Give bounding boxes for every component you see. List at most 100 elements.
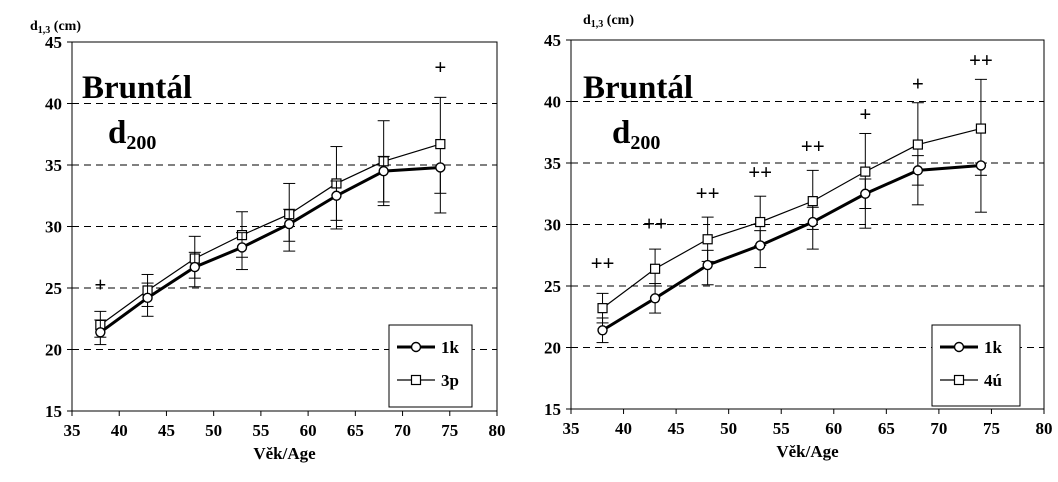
series-line-square [602, 127, 982, 309]
significance-label: ++ [969, 48, 993, 72]
legend-marker-circle [953, 341, 965, 353]
x-tick-label: 35 [563, 419, 580, 438]
chart-subtitle-main: d [612, 115, 630, 151]
y-axis-label: d1,3 (cm) [583, 13, 634, 30]
x-axis-label: Věk/Age [253, 444, 316, 463]
y-axis-label-main: d [30, 19, 38, 34]
x-tick-label: 45 [158, 421, 175, 440]
significance-label: + [859, 102, 871, 126]
series-line-square [99, 143, 441, 326]
data-point-circle [142, 292, 153, 304]
y-tick-label: 35 [544, 154, 561, 173]
legend-label: 1k [441, 338, 460, 357]
data-point-square [755, 216, 766, 228]
data-point-circle [597, 325, 608, 336]
legend-label: 3p [441, 371, 459, 390]
x-tick-label: 40 [615, 419, 632, 438]
significance-label: ++ [696, 181, 720, 205]
data-point-circle [975, 160, 987, 171]
data-point-circle [284, 218, 295, 230]
y-tick-label: 30 [45, 218, 62, 237]
x-tick-label: 70 [930, 419, 947, 438]
y-tick-label: 25 [45, 279, 62, 298]
data-point-circle [755, 240, 766, 251]
chart-subtitle-subscript: 200 [630, 132, 660, 154]
x-axis-label: Věk/Age [776, 442, 839, 461]
significance-label: ++ [643, 212, 667, 236]
y-tick-label: 20 [45, 341, 62, 360]
significance-label: ++ [748, 160, 772, 184]
data-point-square [912, 139, 923, 150]
y-axis-label-unit: (cm) [50, 19, 81, 34]
data-point-square [807, 196, 818, 207]
data-point-circle [860, 188, 871, 199]
legend-marker-circle [410, 341, 422, 353]
chart-subtitle: d200 [612, 115, 660, 154]
x-tick-label: 60 [300, 421, 317, 440]
data-point-circle [95, 327, 106, 338]
legend-label: 1k [984, 338, 1003, 357]
x-tick-label: 65 [347, 421, 364, 440]
data-point-circle [807, 216, 818, 228]
x-tick-label: 50 [205, 421, 222, 440]
x-tick-label: 80 [1036, 419, 1053, 438]
data-point-circle [189, 261, 200, 273]
y-tick-label: 45 [45, 33, 62, 52]
chart-panel-right: 15 20 25 30 35 40 45 35 40 45 50 55 60 65 70 75 80 Věk/Ag… [544, 13, 1053, 461]
chart-subtitle-subscript: 200 [126, 132, 156, 154]
x-tick-label: 55 [252, 421, 269, 440]
y-axis-label-subscript: 1,3 [38, 25, 51, 36]
significance-label: ++ [801, 134, 825, 158]
x-tick-label: 50 [720, 419, 737, 438]
y-tick-label: 15 [544, 400, 561, 419]
chart-subtitle: d200 [108, 115, 156, 154]
data-point-circle [378, 165, 389, 177]
chart-panel-left: 15 20 25 30 35 40 45 35 40 45 50 55 60 65 70 75 80 Věk/Ag… [30, 19, 506, 463]
x-tick-label: 40 [111, 421, 128, 440]
significance-label: + [94, 273, 106, 297]
x-tick-label: 75 [983, 419, 1000, 438]
x-tick-label: 75 [441, 421, 458, 440]
data-point-square [975, 123, 987, 134]
data-point-square [649, 263, 661, 274]
significance-label: ++ [591, 251, 615, 275]
data-point-square [597, 303, 608, 314]
legend-box [388, 324, 473, 408]
significance-label: + [434, 55, 446, 79]
data-point-square [860, 166, 871, 177]
series-line-circle [601, 163, 982, 332]
chart-title: Bruntál [583, 70, 693, 106]
y-tick-label: 20 [544, 339, 561, 358]
y-tick-label: 15 [45, 402, 62, 421]
data-point-circle [702, 259, 713, 271]
y-axis-label-subscript: 1,3 [591, 19, 604, 30]
x-tick-label: 45 [668, 419, 685, 438]
significance-label: + [912, 71, 924, 95]
chart-title: Bruntál [82, 70, 192, 106]
x-tick-label: 70 [394, 421, 411, 440]
legend-label: 4ú [984, 371, 1002, 390]
series-line-circle [99, 165, 441, 334]
legend-marker-square [410, 374, 422, 386]
legend-box [931, 324, 1021, 407]
y-tick-label: 45 [544, 31, 561, 50]
data-point-square [702, 234, 713, 245]
x-tick-label: 65 [878, 419, 895, 438]
chart-subtitle-main: d [108, 115, 126, 151]
y-tick-label: 30 [544, 216, 561, 235]
y-axis-label-main: d [583, 13, 591, 28]
data-point-circle [435, 162, 446, 173]
x-tick-label: 80 [489, 421, 506, 440]
y-axis-label: d1,3 (cm) [30, 19, 81, 36]
data-point-circle [331, 190, 342, 201]
y-tick-label: 35 [45, 156, 62, 175]
data-point-circle [236, 242, 248, 253]
x-tick-label: 55 [773, 419, 790, 438]
legend-marker-square [953, 374, 965, 386]
y-tick-label: 25 [544, 277, 561, 296]
y-tick-label: 40 [544, 93, 561, 112]
y-tick-label: 40 [45, 95, 62, 114]
x-tick-label: 35 [64, 421, 81, 440]
y-axis-label-unit: (cm) [603, 13, 634, 28]
